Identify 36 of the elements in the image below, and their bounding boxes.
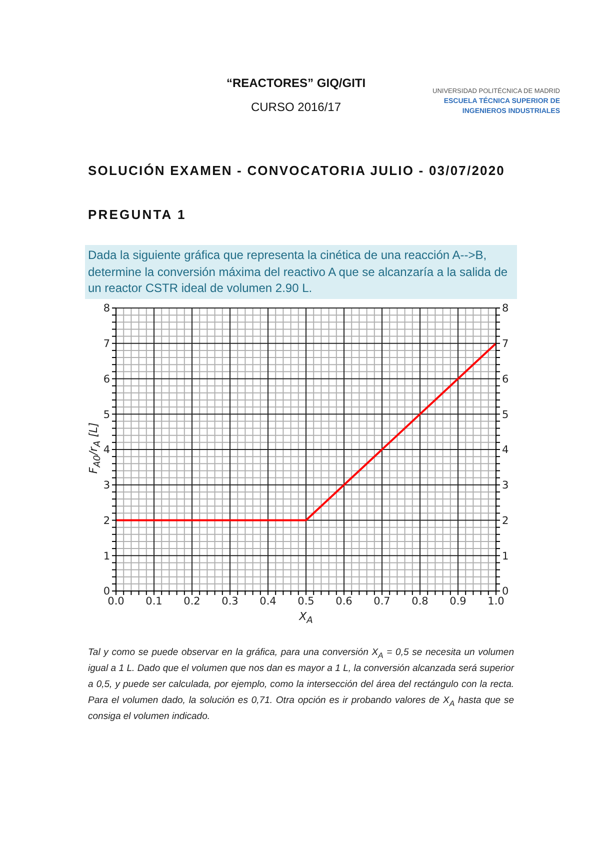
y-tick-label: 3: [103, 480, 110, 492]
y2-tick-label: 6: [502, 373, 509, 386]
y-tick-label: 2: [103, 514, 110, 527]
x-tick-label: 0.8: [412, 595, 428, 608]
x-tick-label: 0.7: [374, 595, 390, 608]
y2-tick-label: 7: [502, 338, 509, 350]
y-tick-label: 5: [103, 408, 110, 421]
y-tick-label: 1: [103, 550, 110, 562]
x-tick-label: 0.9: [450, 595, 466, 608]
y2-tick-label: 8: [502, 302, 509, 315]
y2-tick-label: 3: [502, 480, 509, 492]
x-tick-label: 0.1: [146, 595, 162, 608]
x-tick-label: 0.4: [260, 595, 277, 608]
chart-subtitle: PREGUNTA 1: [88, 207, 186, 222]
text: “REACTORES” GIQ/GITI: [225, 76, 367, 90]
text: CURSO 2016/17: [250, 100, 342, 114]
x-tick-label: 0.6: [336, 595, 353, 608]
y2-tick-label: 5: [502, 408, 509, 421]
chart-title: SOLUCIÓN EXAMEN - CONVOCATORIA JULIO - 03/07/2020: [88, 163, 506, 178]
x-tick-label: 0.0: [108, 595, 124, 608]
text: Tal y como se puede observar en la gráfica, para una conversión X$_{A}$ = 0,5 se necesita un volumen igual a 1 L. Dado que el volumen que nos dan es mayor a 1 L, la conversión alcanzada será superior a 0,5, y puede ser calculada, por ejemplo, como la intersección del área del rectángulo con la recta. Para el volumen dado, la solución es 0,71. Otra opción es ir probando valores de X$_{A}$ hasta que se consiga el volumen indicado.: [88, 647, 514, 722]
x-tick-label: 0.5: [298, 595, 314, 608]
y-tick-label: 0: [103, 586, 110, 598]
y-tick-label: 8: [103, 302, 110, 315]
x-tick-label: 0.2: [184, 595, 200, 608]
y2-tick-label: 4: [502, 444, 509, 456]
y-tick-label: 6: [103, 373, 110, 386]
text: Dada la siguiente gráfica que representa la cinética de una reacción A-->B, determine la conversión máxima del reactivo A que se alcanzaría a la salida de un reactor CSTR ideal de volumen 2.90 L.: [85, 245, 517, 298]
y2-tick-label: 2: [502, 514, 509, 527]
x-axis-title: X$_{A}$: [298, 610, 314, 626]
x-tick-label: 0.3: [222, 595, 238, 608]
y-tick-label: 4: [103, 444, 110, 456]
x-tick-label: 1.0: [488, 595, 504, 608]
y-tick-label: 7: [103, 338, 110, 350]
y2-tick-label: 1: [502, 550, 509, 562]
y2-tick-label: 0: [502, 586, 509, 598]
